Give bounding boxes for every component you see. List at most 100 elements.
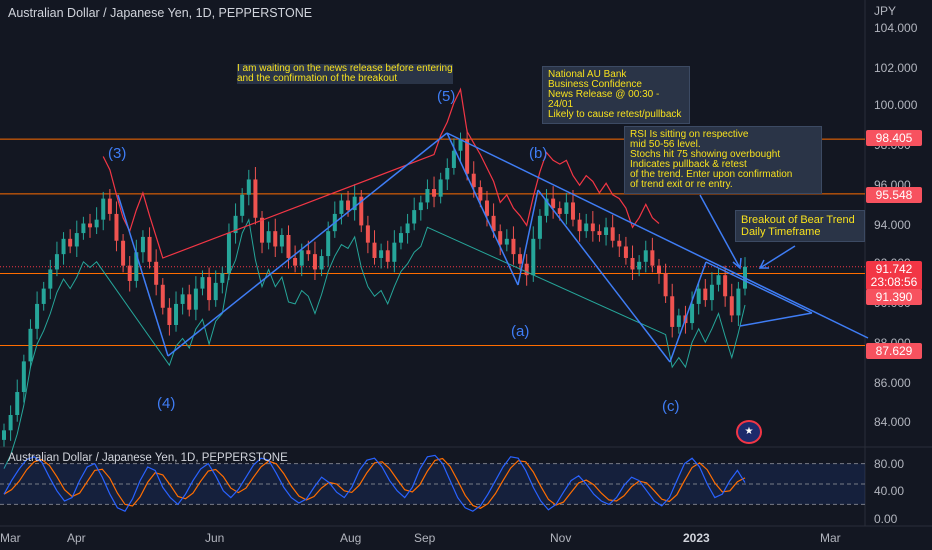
australia-flag-icon[interactable]: ★ bbox=[736, 420, 762, 444]
pointer-arrow bbox=[699, 194, 741, 269]
elliott-trendline bbox=[537, 189, 671, 363]
candle-body bbox=[286, 234, 291, 258]
time-tick: Nov bbox=[550, 531, 572, 545]
level-tag-91390: 91.390 bbox=[866, 289, 922, 305]
candle-body bbox=[504, 238, 509, 245]
candle-body bbox=[127, 265, 132, 281]
candle-body bbox=[8, 415, 13, 431]
price-tick: 84.000 bbox=[874, 415, 911, 429]
rsi-note: RSI Is sitting on respective mid 50-56 l… bbox=[624, 126, 822, 194]
candle-body bbox=[709, 284, 714, 301]
candle-body bbox=[418, 202, 423, 211]
candle-body bbox=[233, 215, 238, 234]
level-tag-95548: 95.548 bbox=[866, 187, 922, 203]
candle-body bbox=[187, 294, 192, 310]
candle-body bbox=[392, 242, 397, 262]
candle-body bbox=[637, 261, 642, 270]
candle-body bbox=[703, 288, 708, 301]
breakout-note: Breakout of Bear Trend Daily Timeframe bbox=[735, 210, 865, 242]
candle-body bbox=[385, 250, 390, 262]
level-tag-98405: 98.405 bbox=[866, 130, 922, 146]
candle-body bbox=[643, 250, 648, 262]
candle-body bbox=[180, 294, 185, 304]
candle-body bbox=[511, 238, 516, 255]
candle-body bbox=[293, 257, 298, 266]
price-tick: 94.000 bbox=[874, 218, 911, 232]
indicator-title: Australian Dollar / Japanese Yen, 1D, PE… bbox=[8, 452, 288, 464]
time-tick: Apr bbox=[67, 531, 86, 545]
candle-body bbox=[299, 250, 304, 266]
candle-body bbox=[107, 198, 112, 214]
candle-body bbox=[405, 223, 410, 234]
candle-body bbox=[246, 179, 251, 195]
candle-body bbox=[15, 392, 20, 415]
candle-body bbox=[273, 231, 278, 247]
candle-body bbox=[663, 273, 668, 297]
candle-body bbox=[61, 238, 66, 255]
candle-body bbox=[240, 194, 245, 216]
candle-body bbox=[465, 139, 470, 174]
candle-body bbox=[81, 223, 86, 234]
elliott-trendline bbox=[117, 194, 169, 357]
candle-body bbox=[379, 250, 384, 258]
time-tick: Mar bbox=[0, 531, 21, 545]
candle-body bbox=[617, 240, 622, 247]
candle-body bbox=[174, 303, 179, 325]
wave-label-b: (b) bbox=[529, 145, 548, 162]
elliott-trendline bbox=[446, 132, 869, 339]
candle-body bbox=[372, 242, 377, 258]
candle-body bbox=[312, 254, 317, 270]
elliott-trendline bbox=[517, 189, 539, 286]
candle-body bbox=[41, 288, 46, 304]
candle-body bbox=[577, 219, 582, 232]
candle-body bbox=[544, 198, 549, 216]
candle-body bbox=[590, 223, 595, 232]
candle-body bbox=[346, 200, 351, 211]
candle-body bbox=[154, 261, 159, 285]
candle-body bbox=[114, 213, 119, 241]
wave-label-4: (4) bbox=[157, 395, 176, 412]
stoch-d-line bbox=[3, 457, 746, 509]
candle-body bbox=[365, 225, 370, 243]
candle-body bbox=[564, 202, 569, 214]
candle-body bbox=[623, 246, 628, 258]
candle-body bbox=[729, 296, 734, 316]
candle-body bbox=[121, 240, 126, 266]
candle-body bbox=[650, 250, 655, 266]
candle-body bbox=[484, 200, 489, 216]
elliott-trendline bbox=[167, 132, 448, 357]
candle-body bbox=[319, 256, 324, 270]
candle-body bbox=[518, 254, 523, 264]
waiting-note: I am waiting on the news release before … bbox=[237, 63, 453, 84]
candle-body bbox=[597, 231, 602, 235]
candle-body bbox=[68, 238, 73, 247]
pointer-arrow bbox=[759, 245, 796, 269]
elliott-trendline bbox=[739, 312, 813, 327]
candle-body bbox=[2, 430, 6, 440]
price-tick: 102.000 bbox=[874, 61, 918, 75]
candle-body bbox=[134, 252, 139, 281]
currency-label: JPY bbox=[874, 4, 897, 18]
candle-body bbox=[207, 277, 212, 301]
candle-body bbox=[359, 196, 364, 226]
price-tick: 86.000 bbox=[874, 376, 911, 390]
candle-body bbox=[723, 275, 728, 297]
supertrend-down-line bbox=[102, 87, 660, 259]
candle-body bbox=[551, 198, 556, 209]
osc-tick: 40.00 bbox=[874, 484, 905, 498]
candle-body bbox=[266, 231, 271, 243]
candle-body bbox=[471, 173, 476, 188]
candle-body bbox=[279, 234, 284, 247]
candle-body bbox=[54, 254, 59, 270]
candle-body bbox=[160, 284, 165, 308]
wave-label-5: (5) bbox=[437, 88, 456, 105]
candle-body bbox=[670, 296, 675, 327]
time-tick: Jun bbox=[205, 531, 225, 545]
arrow-head bbox=[758, 259, 769, 269]
candle-body bbox=[432, 189, 437, 197]
candle-body bbox=[716, 275, 721, 285]
arrow-head bbox=[732, 257, 742, 270]
candle-body bbox=[604, 227, 609, 235]
wave-label-3: (3) bbox=[108, 145, 127, 162]
